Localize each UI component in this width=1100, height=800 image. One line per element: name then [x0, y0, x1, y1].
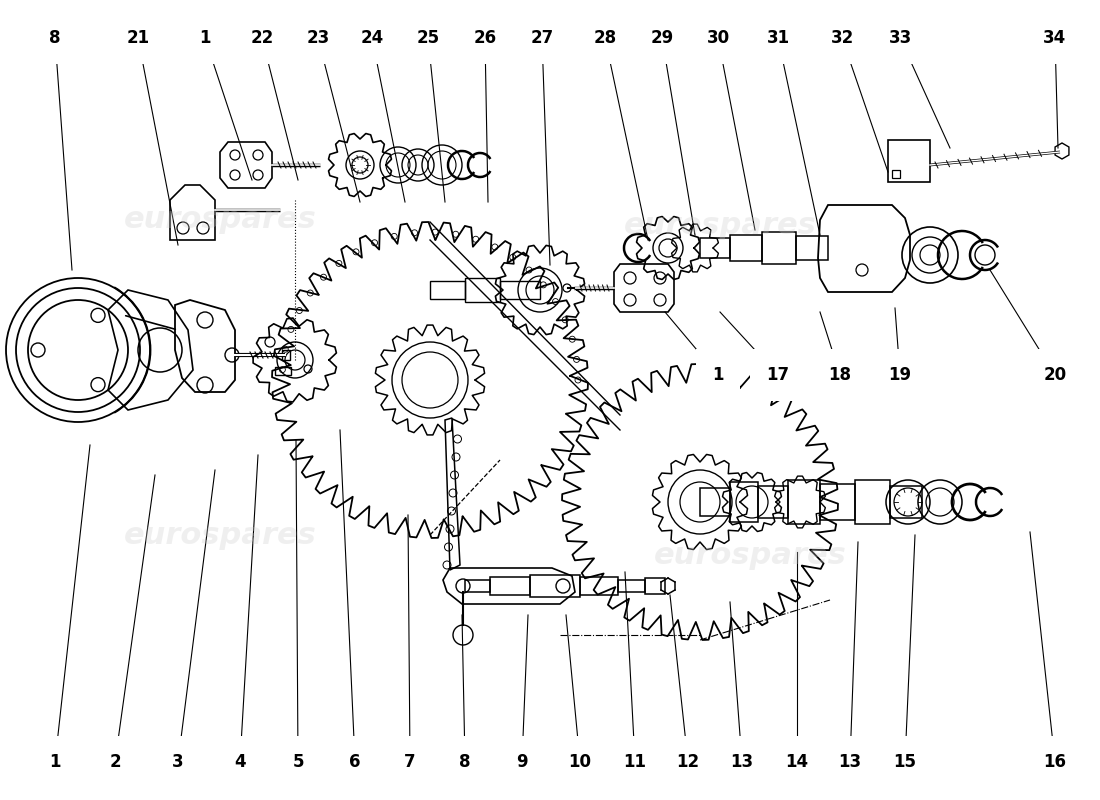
Text: 1: 1 — [50, 753, 60, 771]
Text: 13: 13 — [838, 753, 861, 771]
Text: 30: 30 — [706, 29, 729, 47]
Text: 6: 6 — [350, 753, 361, 771]
Text: 32: 32 — [830, 29, 854, 47]
Text: 13: 13 — [730, 753, 754, 771]
Text: 27: 27 — [530, 29, 553, 47]
Text: 24: 24 — [361, 29, 384, 47]
Text: eurospares: eurospares — [624, 210, 816, 239]
Text: eurospares: eurospares — [123, 206, 317, 234]
Text: 34: 34 — [1044, 29, 1067, 47]
Text: 3: 3 — [173, 753, 184, 771]
Text: 2: 2 — [109, 753, 121, 771]
Text: 28: 28 — [593, 29, 617, 47]
Text: 25: 25 — [417, 29, 440, 47]
Text: 7: 7 — [404, 753, 416, 771]
Text: 5: 5 — [293, 753, 304, 771]
Text: 1: 1 — [713, 366, 724, 384]
Text: 31: 31 — [767, 29, 790, 47]
Text: eurospares: eurospares — [123, 521, 317, 550]
Text: 8: 8 — [50, 29, 60, 47]
Text: 18: 18 — [828, 366, 851, 384]
Text: 15: 15 — [893, 753, 916, 771]
Text: 1: 1 — [199, 29, 211, 47]
Text: 16: 16 — [1044, 753, 1067, 771]
Text: 8: 8 — [460, 753, 471, 771]
Text: 29: 29 — [650, 29, 673, 47]
Text: 19: 19 — [889, 366, 912, 384]
FancyArrowPatch shape — [125, 316, 175, 330]
Text: 22: 22 — [251, 29, 274, 47]
Text: 12: 12 — [676, 753, 700, 771]
Text: 26: 26 — [473, 29, 496, 47]
Text: 20: 20 — [1044, 366, 1067, 384]
Text: 9: 9 — [516, 753, 528, 771]
Text: 14: 14 — [785, 753, 808, 771]
Text: 33: 33 — [889, 29, 912, 47]
Text: 21: 21 — [126, 29, 150, 47]
Text: 10: 10 — [569, 753, 592, 771]
Text: 11: 11 — [624, 753, 647, 771]
Text: 4: 4 — [234, 753, 245, 771]
Text: 17: 17 — [767, 366, 790, 384]
Text: 23: 23 — [307, 29, 330, 47]
Text: eurospares: eurospares — [653, 541, 846, 570]
